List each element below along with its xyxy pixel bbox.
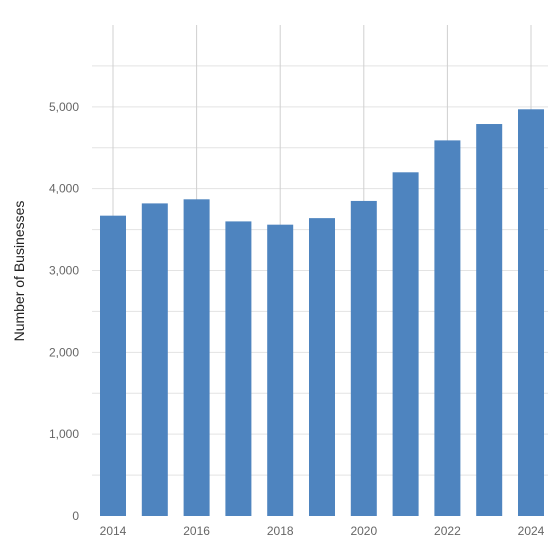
bar-2021	[392, 172, 419, 517]
y-tick-label: 0	[72, 509, 79, 523]
y-tick-label: 4,000	[49, 182, 79, 196]
bar-2016	[183, 199, 210, 516]
bar-2017	[225, 221, 252, 516]
x-tick-label: 2022	[434, 524, 461, 538]
y-axis-tick-labels: 0 1,000 2,000 3,000 4,000 5,000	[49, 100, 79, 523]
bar-2019	[309, 218, 335, 517]
bars-layer	[100, 109, 544, 517]
y-tick-label: 1,000	[49, 427, 79, 441]
x-tick-label: 2024	[518, 524, 545, 538]
x-tick-label: 2016	[183, 524, 210, 538]
y-axis-title: Number of Businesses	[11, 201, 27, 342]
y-tick-label: 5,000	[49, 100, 79, 114]
bar-2022	[434, 140, 461, 516]
x-axis-tick-labels: 2014 2016 2018 2020 2022 2024	[100, 524, 545, 538]
x-tick-label: 2014	[100, 524, 127, 538]
bar-2023	[476, 124, 503, 516]
bar-2018	[267, 224, 294, 516]
bar-2020	[350, 200, 377, 517]
y-tick-label: 2,000	[49, 345, 79, 359]
y-tick-label: 3,000	[49, 264, 79, 278]
x-tick-label: 2020	[350, 524, 377, 538]
x-tick-label: 2018	[267, 524, 294, 538]
bar-2014	[100, 215, 126, 516]
bar-2024	[518, 109, 544, 516]
bar-2015	[141, 203, 168, 516]
